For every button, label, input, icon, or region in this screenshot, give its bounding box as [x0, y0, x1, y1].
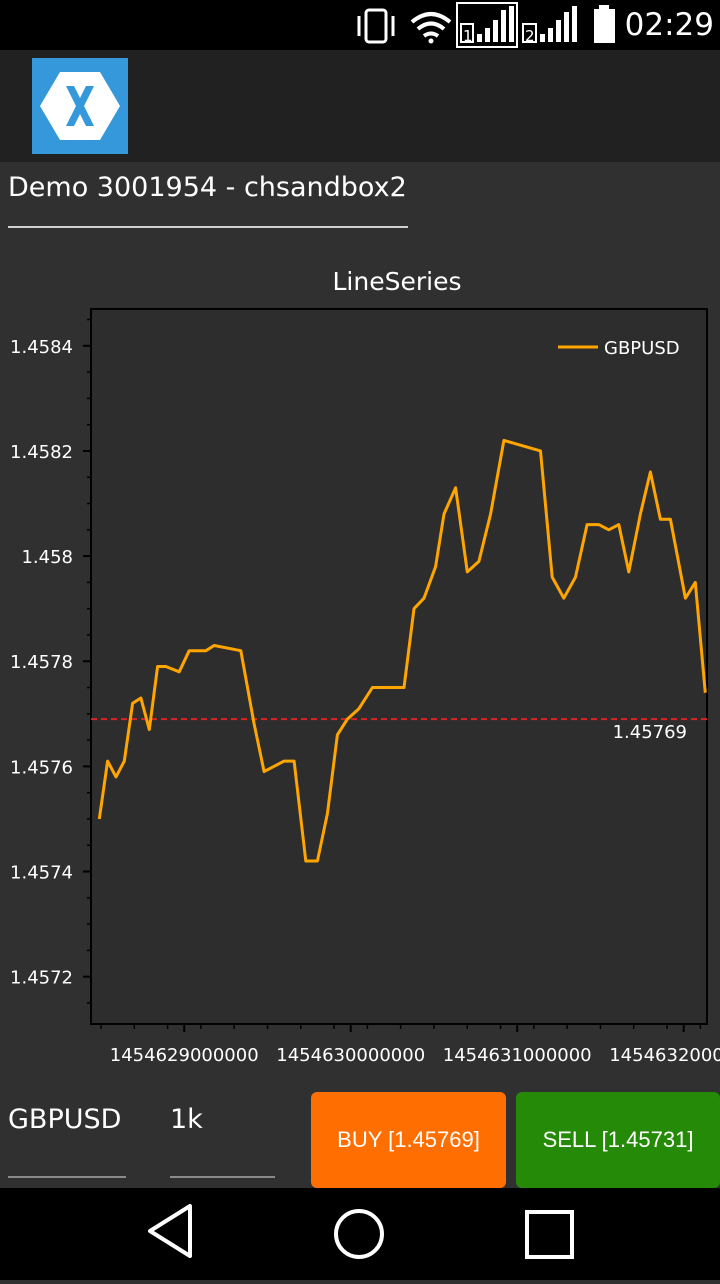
legend-label-gbpusd: GBPUSD: [604, 338, 680, 359]
sim1-label: 1: [463, 27, 473, 45]
legend: GBPUSD: [558, 338, 680, 359]
y-tick-label: 1.4576: [10, 757, 73, 778]
y-tick-label: 1.4582: [10, 442, 73, 463]
signal-sim2-icon: [522, 6, 577, 43]
y-tick-label: 1.4572: [10, 968, 73, 989]
wifi-icon: [410, 12, 452, 44]
status-bar: 1 2 02:29: [0, 0, 720, 50]
app-bar: [0, 50, 720, 162]
reference-line: 1.45769: [91, 718, 707, 743]
buy-button[interactable]: BUY [1.45769]: [311, 1092, 506, 1188]
plot-area: [90, 308, 708, 1025]
series-layer: [97, 438, 707, 863]
sim2-label: 2: [525, 27, 535, 45]
symbol-field-underline: [8, 1176, 126, 1178]
vibrate-icon: [357, 8, 395, 44]
nav-bar: [0, 1188, 720, 1280]
y-axis: 1.4572 1.4574 1.4576 1.4578 1.458 1.4582 1.458…: [10, 318, 91, 1004]
y-tick-label: 1.4584: [10, 337, 73, 358]
quantity-field[interactable]: 1k: [170, 1104, 203, 1135]
signal-sim1-icon: [456, 2, 518, 48]
account-underline: [8, 226, 408, 228]
sell-button[interactable]: SELL [1.45731]: [516, 1092, 720, 1188]
x-tick-label: 1454630000000: [276, 1045, 425, 1066]
reference-line-label: 1.45769: [613, 722, 687, 743]
status-icons: 1 2: [357, 2, 615, 48]
x-tick-label: 1454632000000: [609, 1045, 720, 1066]
home-icon[interactable]: [334, 1209, 384, 1259]
xamarin-logo-icon: [32, 58, 128, 154]
x-axis: 1454629000000 1454630000000 1454631000000 1…: [100, 1024, 720, 1066]
x-tick-label: 1454631000000: [443, 1045, 592, 1066]
y-tick-label: 1.4578: [10, 652, 73, 673]
chart-title: LineSeries: [333, 267, 462, 296]
status-time: 02:29: [624, 7, 714, 43]
account-title: Demo 3001954 - chsandbox2: [8, 172, 407, 203]
x-tick-label: 1454629000000: [110, 1045, 259, 1066]
series-line-gbpusd: [97, 438, 707, 863]
y-tick-label: 1.458: [21, 547, 73, 568]
recents-icon[interactable]: [525, 1210, 574, 1259]
back-icon[interactable]: [148, 1204, 192, 1258]
y-tick-label: 1.4574: [10, 863, 73, 884]
line-chart: LineSeries 1.4572 1.4574 1.4576 1.4578 1.458…: [10, 267, 720, 1066]
battery-icon: [594, 5, 615, 43]
quantity-field-underline: [170, 1176, 275, 1178]
symbol-field[interactable]: GBPUSD: [8, 1104, 122, 1135]
